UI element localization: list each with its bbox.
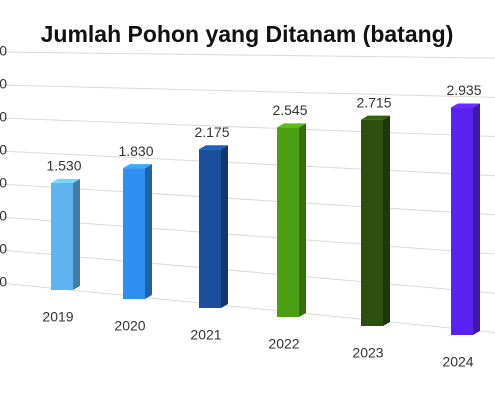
- grid-line: [0, 117, 495, 138]
- bar: [451, 107, 473, 335]
- y-tick-label: 1.500: [0, 175, 7, 191]
- grid-line: [0, 150, 495, 177]
- bar-top: [277, 123, 306, 128]
- y-tick-label: 0: [0, 274, 7, 290]
- value-label: 2.545: [272, 102, 307, 118]
- value-label: 1.530: [46, 158, 81, 174]
- grid-line: [0, 282, 495, 333]
- bar: [361, 119, 383, 326]
- bar: [277, 127, 299, 318]
- y-tick-label: 1.000: [0, 208, 7, 224]
- grid-line: [0, 249, 495, 294]
- y-tick-label: 3.000: [0, 76, 7, 92]
- value-label: 1.830: [118, 143, 153, 159]
- grid-line: [0, 51, 495, 59]
- bar-side: [145, 164, 152, 299]
- x-tick-label: 2020: [114, 318, 145, 334]
- x-tick-label: 2019: [42, 309, 73, 325]
- chart-title: Jumlah Pohon yang Ditanam (batang): [41, 21, 454, 47]
- grid-line: [0, 216, 495, 255]
- bar-top: [451, 103, 480, 108]
- bar-top: [51, 178, 80, 183]
- bar-side: [221, 145, 228, 308]
- bar-top: [123, 164, 152, 169]
- grid-line: [0, 183, 495, 216]
- bar: [123, 168, 145, 299]
- bar: [51, 182, 73, 290]
- y-tick-label: 3.500: [0, 43, 7, 59]
- bar-side: [473, 103, 480, 335]
- bar: [199, 149, 221, 308]
- grid-line: [0, 84, 495, 98]
- x-tick-label: 2022: [268, 336, 299, 352]
- x-tick-label: 2023: [352, 345, 383, 361]
- bar-side: [383, 115, 390, 326]
- y-tick-label: 2.000: [0, 142, 7, 158]
- x-tick-label: 2021: [190, 327, 221, 343]
- bar-top: [361, 115, 390, 120]
- bar-side: [299, 123, 306, 318]
- value-label: 2.175: [194, 124, 229, 140]
- bar-top: [199, 145, 228, 150]
- bar-side: [73, 178, 80, 290]
- y-tick-label: 500: [0, 241, 7, 257]
- value-label: 2.935: [446, 82, 481, 98]
- value-label: 2.715: [356, 94, 391, 110]
- y-tick-label: 2.500: [0, 109, 7, 125]
- x-tick-label: 2024: [442, 354, 473, 370]
